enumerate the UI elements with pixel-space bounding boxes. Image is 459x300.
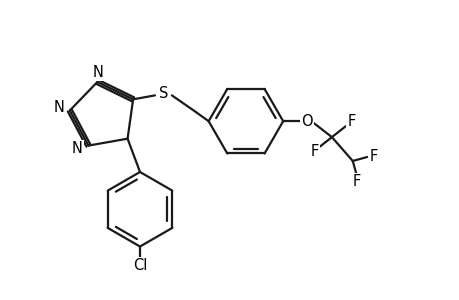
Text: F: F bbox=[347, 114, 355, 129]
Text: Cl: Cl bbox=[133, 258, 147, 273]
Text: F: F bbox=[352, 174, 360, 189]
Text: F: F bbox=[310, 143, 318, 158]
Text: N: N bbox=[53, 100, 64, 115]
Text: F: F bbox=[369, 148, 377, 164]
Text: S: S bbox=[159, 86, 168, 101]
Text: N: N bbox=[72, 141, 83, 156]
Text: O: O bbox=[301, 114, 312, 129]
Text: N: N bbox=[93, 65, 104, 80]
